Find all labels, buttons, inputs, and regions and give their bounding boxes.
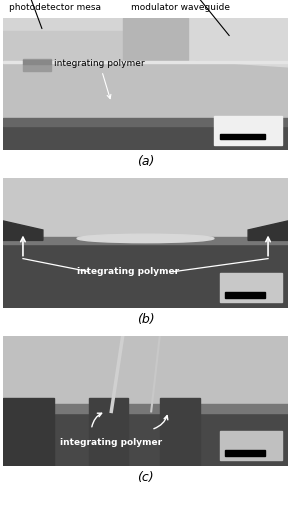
Bar bbox=[23, 60, 52, 64]
Ellipse shape bbox=[77, 234, 214, 242]
Text: photodetector mesa: photodetector mesa bbox=[9, 3, 101, 12]
Bar bbox=[225, 292, 265, 298]
Bar bbox=[3, 58, 288, 61]
Text: 5 μm: 5 μm bbox=[234, 439, 257, 448]
Text: 20 μm: 20 μm bbox=[228, 121, 257, 130]
Text: (a): (a) bbox=[137, 155, 154, 167]
Bar bbox=[3, 237, 288, 244]
Text: integrating polymer: integrating polymer bbox=[54, 59, 145, 99]
Bar bbox=[3, 398, 54, 466]
Polygon shape bbox=[188, 18, 288, 67]
Text: 5 μm: 5 μm bbox=[234, 281, 257, 290]
Text: integrating polymer: integrating polymer bbox=[60, 438, 162, 447]
Bar bbox=[160, 398, 200, 466]
Bar bbox=[3, 18, 288, 58]
Bar bbox=[3, 408, 288, 466]
Bar bbox=[3, 240, 288, 308]
Bar bbox=[225, 450, 265, 456]
Bar bbox=[220, 134, 265, 139]
Bar bbox=[3, 403, 288, 413]
Text: (b): (b) bbox=[137, 312, 154, 326]
Polygon shape bbox=[248, 221, 288, 240]
Bar bbox=[3, 31, 123, 60]
Text: (c): (c) bbox=[137, 470, 154, 483]
Text: integrating polymer: integrating polymer bbox=[77, 267, 180, 276]
Bar bbox=[3, 121, 288, 150]
Polygon shape bbox=[3, 221, 43, 240]
Bar bbox=[214, 116, 282, 145]
Text: modulator waveguide: modulator waveguide bbox=[131, 3, 230, 12]
Bar bbox=[220, 273, 282, 301]
Bar bbox=[123, 18, 188, 60]
Bar bbox=[3, 118, 288, 126]
Bar bbox=[3, 60, 288, 63]
Bar bbox=[88, 398, 128, 466]
Bar bbox=[3, 44, 288, 121]
Bar bbox=[23, 59, 52, 71]
Bar bbox=[220, 431, 282, 460]
Bar bbox=[3, 178, 288, 240]
Bar bbox=[3, 336, 288, 408]
